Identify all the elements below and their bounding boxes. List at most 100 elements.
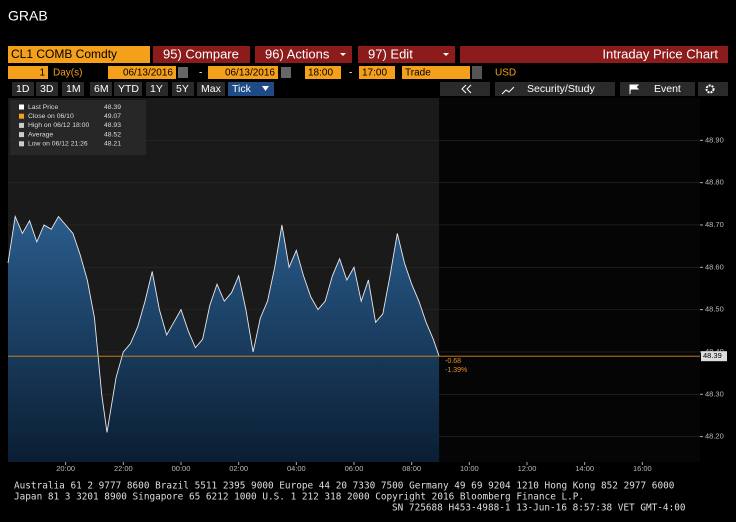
price-line bbox=[7, 214, 440, 433]
dropdown-button[interactable] bbox=[472, 66, 482, 79]
change-label: -0.68 bbox=[445, 358, 461, 365]
input-field[interactable] bbox=[359, 66, 395, 79]
legend-box bbox=[10, 100, 146, 155]
range-button[interactable] bbox=[146, 82, 168, 96]
separator: - bbox=[349, 68, 352, 79]
price-area bbox=[8, 216, 440, 462]
toolbar-button[interactable] bbox=[153, 46, 250, 63]
input-field[interactable] bbox=[8, 66, 48, 79]
dropdown-arrow bbox=[340, 53, 346, 56]
separator: - bbox=[199, 68, 202, 79]
footer-line: Japan 81 3 3201 8900 Singapore 65 6212 1… bbox=[14, 492, 584, 503]
range-label: 1Y bbox=[150, 83, 163, 95]
toolbar-button[interactable] bbox=[358, 46, 455, 63]
legend-label: Last Price bbox=[28, 104, 58, 111]
legend-icon bbox=[19, 132, 24, 138]
tool-label: Event bbox=[654, 83, 681, 95]
legend-icon bbox=[19, 141, 24, 147]
legend-value: 48.39 bbox=[104, 104, 121, 111]
input-field[interactable] bbox=[208, 66, 278, 79]
range-label: 5Y bbox=[176, 83, 189, 95]
input-field[interactable] bbox=[402, 66, 470, 79]
legend-icon bbox=[19, 122, 24, 128]
toolbar-button-label: 95) Compare bbox=[163, 46, 239, 61]
toolbar-button-label: 97) Edit bbox=[368, 46, 413, 61]
x-tick-label: 04:00 bbox=[287, 464, 306, 473]
toolbar-button-label: 96) Actions bbox=[265, 46, 330, 61]
legend-value: 49.07 bbox=[104, 113, 121, 120]
range-button[interactable] bbox=[197, 82, 225, 96]
dropdown-arrow bbox=[443, 53, 449, 56]
x-tick-label: 02:00 bbox=[229, 464, 248, 473]
input-field[interactable] bbox=[305, 66, 341, 79]
x-tick-label: 20:00 bbox=[56, 464, 75, 473]
tool-button[interactable] bbox=[495, 82, 615, 96]
window-title: GRAB bbox=[8, 8, 48, 24]
legend-label: Average bbox=[28, 131, 53, 138]
y-tick-label: 48.70 bbox=[705, 220, 724, 229]
legend-label: Low on 06/12 21:26 bbox=[28, 141, 88, 148]
input-value: Trade bbox=[405, 68, 431, 79]
input-value: 1 bbox=[39, 68, 45, 79]
input-value: 17:00 bbox=[362, 68, 387, 79]
input-field[interactable] bbox=[108, 66, 176, 79]
x-tick-label: 14:00 bbox=[575, 464, 594, 473]
input-value: 06/13/2016 bbox=[225, 68, 275, 79]
change-pct-label: -1.39% bbox=[445, 367, 467, 374]
legend-value: 48.21 bbox=[104, 141, 121, 148]
range-button[interactable] bbox=[12, 82, 34, 96]
footer-line: SN 725688 H453-4988-1 13-Jun-16 8:57:38 … bbox=[392, 503, 686, 514]
x-tick-label: 10:00 bbox=[460, 464, 479, 473]
tool-button[interactable] bbox=[620, 82, 695, 96]
control-label: USD bbox=[495, 68, 516, 79]
range-label: 3D bbox=[40, 83, 54, 95]
range-label: Tick bbox=[232, 83, 252, 95]
security-ticker: CL1 COMB Comdty bbox=[11, 47, 117, 61]
view-bar bbox=[460, 46, 728, 63]
tool-label: Security/Study bbox=[527, 83, 595, 95]
y-tick-label: 48.60 bbox=[705, 262, 724, 271]
x-tick-label: 16:00 bbox=[633, 464, 652, 473]
footer-line: Australia 61 2 9777 8600 Brazil 5511 239… bbox=[14, 481, 675, 492]
range-label: 1D bbox=[16, 83, 30, 95]
range-button[interactable] bbox=[228, 82, 274, 96]
scroll-button[interactable] bbox=[440, 82, 490, 96]
range-button[interactable] bbox=[114, 82, 142, 96]
legend-value: 48.93 bbox=[104, 122, 121, 129]
gear-icon bbox=[705, 84, 715, 94]
calendar-icon[interactable] bbox=[281, 67, 291, 78]
range-label: YTD bbox=[118, 83, 139, 95]
range-button[interactable] bbox=[36, 82, 58, 96]
range-button[interactable] bbox=[90, 82, 112, 96]
calendar-icon[interactable] bbox=[178, 67, 188, 78]
x-tick-label: 22:00 bbox=[114, 464, 133, 473]
last-price-label: 48.39 bbox=[703, 351, 722, 360]
x-tick-label: 00:00 bbox=[172, 464, 191, 473]
range-button[interactable] bbox=[62, 82, 84, 96]
legend-label: Close on 06/10 bbox=[28, 113, 74, 120]
legend-icon bbox=[19, 113, 24, 119]
range-label: 1M bbox=[66, 83, 81, 95]
input-value: 06/13/2016 bbox=[123, 68, 173, 79]
view-title: Intraday Price Chart bbox=[602, 46, 718, 61]
security-field[interactable] bbox=[8, 46, 150, 63]
range-label: 6M bbox=[94, 83, 109, 95]
dropdown-arrow bbox=[262, 86, 269, 91]
legend-value: 48.52 bbox=[104, 131, 121, 138]
x-tick-label: 12:00 bbox=[518, 464, 537, 473]
flag-icon bbox=[629, 84, 640, 94]
legend-label: High on 06/12 18:00 bbox=[28, 122, 89, 129]
range-button[interactable] bbox=[172, 82, 194, 96]
study-icon bbox=[501, 86, 515, 95]
y-tick-label: 48.20 bbox=[705, 432, 724, 441]
y-tick-label: 48.80 bbox=[705, 178, 724, 187]
range-label: Max bbox=[201, 83, 222, 95]
toolbar-button[interactable] bbox=[255, 46, 352, 63]
y-tick-label: 48.90 bbox=[705, 135, 724, 144]
scroll-icon bbox=[461, 84, 472, 94]
x-tick-label: 06:00 bbox=[345, 464, 364, 473]
input-value: 18:00 bbox=[308, 68, 333, 79]
x-tick-label: 08:00 bbox=[402, 464, 421, 473]
